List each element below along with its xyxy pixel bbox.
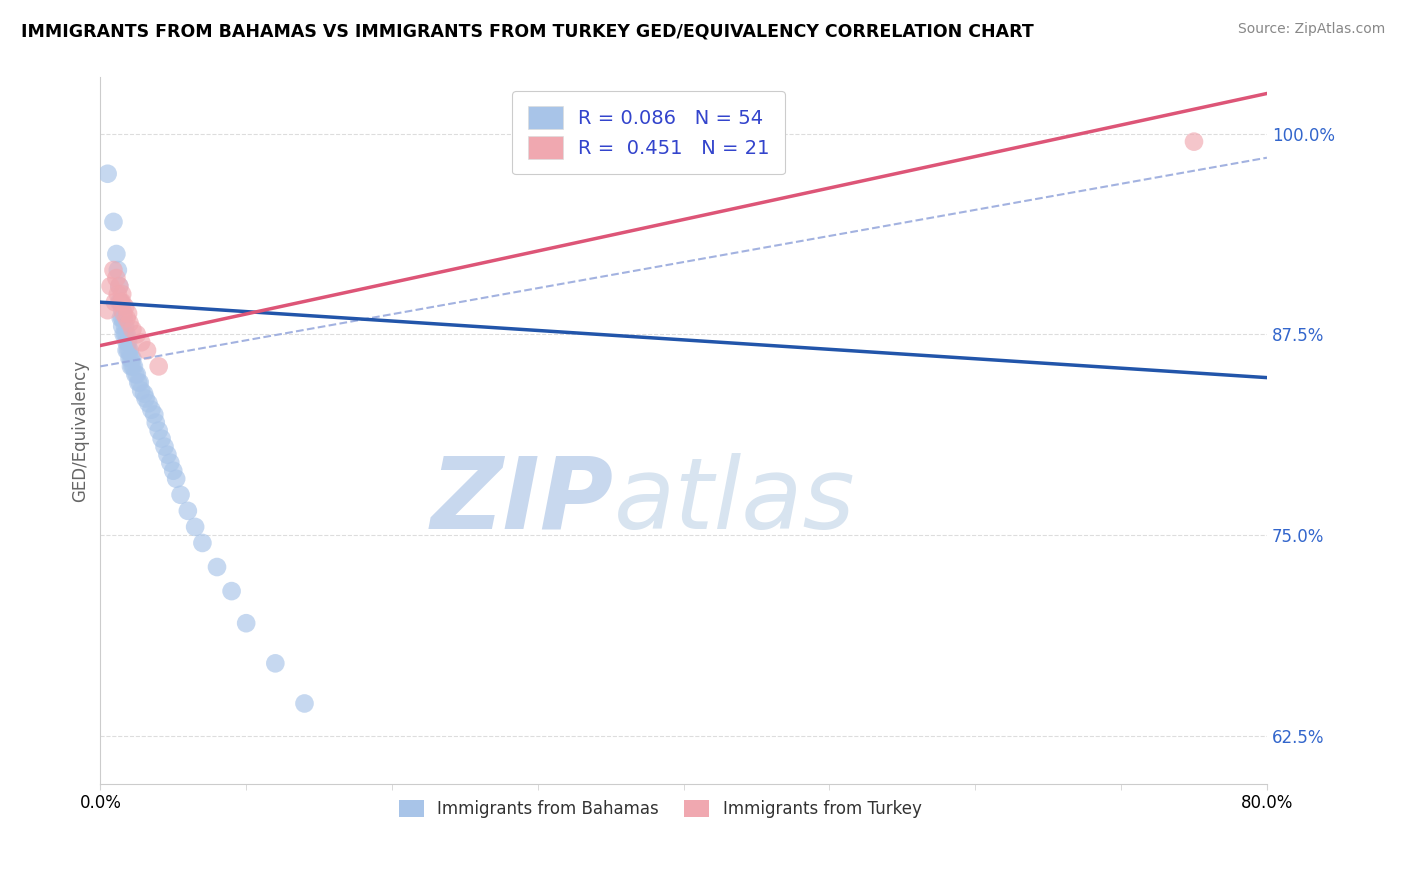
Point [117,306,139,320]
Point [117,335,139,350]
Point [104,295,127,310]
Text: ZIP: ZIP [430,453,613,549]
Point [125,368,148,382]
Point [110,295,132,310]
Point [105,247,128,261]
Point [115,311,138,326]
Point [112,311,135,326]
Point [150,432,173,446]
Point [111,287,134,301]
Point [107,287,129,301]
Point [115,327,138,342]
Point [103,215,125,229]
Point [148,424,170,438]
Point [110,311,132,326]
Point [136,343,159,358]
Point [118,343,141,358]
Point [162,464,184,478]
Point [127,376,149,390]
Point [132,386,155,401]
Point [114,319,136,334]
Text: atlas: atlas [613,453,855,549]
Point [111,311,134,326]
Point [148,359,170,374]
Point [107,263,129,277]
Text: IMMIGRANTS FROM BAHAMAS VS IMMIGRANTS FROM TURKEY GED/EQUIVALENCY CORRELATION CH: IMMIGRANTS FROM BAHAMAS VS IMMIGRANTS FR… [21,22,1033,40]
Point [117,343,139,358]
Point [138,396,160,410]
Point [184,520,207,534]
Point [118,316,141,330]
Y-axis label: GED/Equivalency: GED/Equivalency [72,359,89,501]
Point [108,279,131,293]
Point [118,351,141,366]
Point [121,359,143,374]
Point [205,560,228,574]
Point [141,402,163,417]
Point [110,295,132,310]
Point [294,697,316,711]
Point [129,335,152,350]
Point [114,300,136,314]
Point [221,584,243,599]
Point [111,303,134,318]
Point [143,408,166,422]
Point [159,456,181,470]
Point [177,504,200,518]
Point [191,536,214,550]
Point [115,343,138,358]
Point [156,448,179,462]
Point [165,472,187,486]
Point [122,359,145,374]
Point [115,335,138,350]
Point [1182,135,1205,149]
Point [124,368,146,382]
Point [264,657,287,671]
Point [125,327,148,342]
Point [120,351,142,366]
Point [129,384,152,398]
Point [100,279,122,293]
Point [121,351,143,366]
Point [108,295,131,310]
Point [105,271,128,285]
Point [103,263,125,277]
Point [111,319,134,334]
Point [169,488,191,502]
Point [135,392,157,406]
Point [97,303,120,318]
Point [108,279,131,293]
Text: Source: ZipAtlas.com: Source: ZipAtlas.com [1237,22,1385,37]
Point [111,295,134,310]
Point [97,167,120,181]
Point [114,327,136,342]
Point [112,306,135,320]
Point [145,416,167,430]
Legend: Immigrants from Bahamas, Immigrants from Turkey: Immigrants from Bahamas, Immigrants from… [392,793,928,825]
Point [121,322,143,336]
Point [112,327,135,342]
Point [120,359,142,374]
Point [128,376,150,390]
Point [153,440,176,454]
Point [235,616,257,631]
